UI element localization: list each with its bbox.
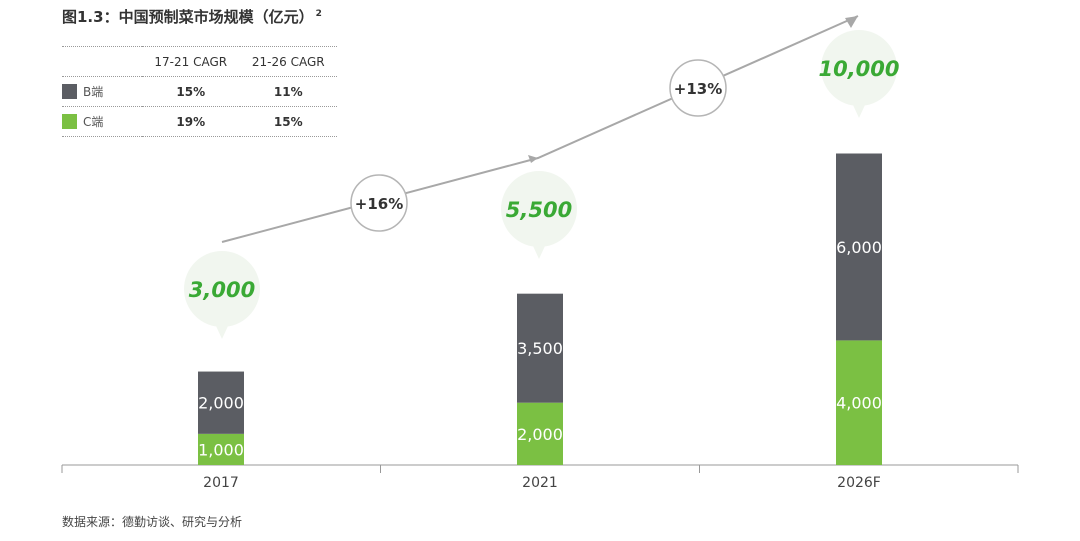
chart-title-text: 图1.3：中国预制菜市场规模（亿元） <box>62 8 314 26</box>
bar-c-2026F <box>836 340 882 465</box>
growth-arrow-joint <box>528 155 538 163</box>
total-label-2017: 3,000 <box>189 278 255 302</box>
cagr-c-17-21: 19% <box>142 106 240 137</box>
x-tick-label-2026F: 2026F <box>837 475 881 491</box>
total-label-2026F: 10,000 <box>818 57 899 81</box>
bar-c-2021 <box>517 402 563 465</box>
growth-label-1: +16% <box>355 195 403 213</box>
bar-c-2017 <box>198 433 244 465</box>
total-bubble-tail-2017 <box>216 326 228 339</box>
legend-swatch-b <box>62 84 77 99</box>
data-label-b-2026F: 6,000 <box>836 238 882 257</box>
legend-label-c: C端 <box>83 115 104 129</box>
data-label-c-2021: 2,000 <box>517 425 563 444</box>
cagr-row-c: C端 19% 15% <box>62 106 337 137</box>
cagr-header-row: 17-21 CAGR 21-26 CAGR <box>62 46 337 77</box>
cagr-b-17-21: 15% <box>142 76 240 107</box>
total-bubble-tail-2026F <box>853 105 865 118</box>
bar-b-2021 <box>517 293 563 403</box>
legend-label-b: B端 <box>83 85 104 99</box>
total-bubble-2026F <box>821 30 897 106</box>
data-label-b-2017: 2,000 <box>198 394 244 413</box>
cagr-row-b: B端 15% 11% <box>62 76 337 107</box>
total-bubble-2017 <box>184 251 260 327</box>
data-label-c-2017: 1,000 <box>198 440 244 459</box>
total-bubble-tail-2021 <box>533 246 545 259</box>
bar-b-2026F <box>836 153 882 341</box>
cagr-header-empty <box>62 46 142 77</box>
total-bubble-2021 <box>501 171 577 247</box>
bar-b-2017 <box>198 371 244 434</box>
source-note: 数据来源：德勤访谈、研究与分析 <box>62 515 243 529</box>
cagr-header-1: 17-21 CAGR <box>142 46 240 77</box>
legend-swatch-c <box>62 114 77 129</box>
total-label-2021: 5,500 <box>506 198 572 222</box>
cagr-b-21-26: 11% <box>239 76 337 107</box>
chart-title: 图1.3：中国预制菜市场规模（亿元） 2 <box>62 6 322 27</box>
growth-arrow-head <box>845 16 858 28</box>
legend-c: C端 <box>62 106 142 137</box>
title-superscript: 2 <box>315 9 322 19</box>
x-tick-label-2021: 2021 <box>522 475 558 491</box>
data-label-b-2021: 3,500 <box>517 339 563 358</box>
cagr-header-2: 21-26 CAGR <box>239 46 337 77</box>
x-tick-label-2017: 2017 <box>203 475 239 491</box>
data-label-c-2026F: 4,000 <box>836 394 882 413</box>
growth-label-2: +13% <box>674 80 722 98</box>
growth-circle-1 <box>350 174 408 232</box>
cagr-table: 17-21 CAGR 21-26 CAGR B端 15% 11% C端 19% … <box>62 46 337 137</box>
growth-circle-2 <box>669 59 727 117</box>
legend-b: B端 <box>62 76 142 107</box>
cagr-c-21-26: 15% <box>239 106 337 137</box>
